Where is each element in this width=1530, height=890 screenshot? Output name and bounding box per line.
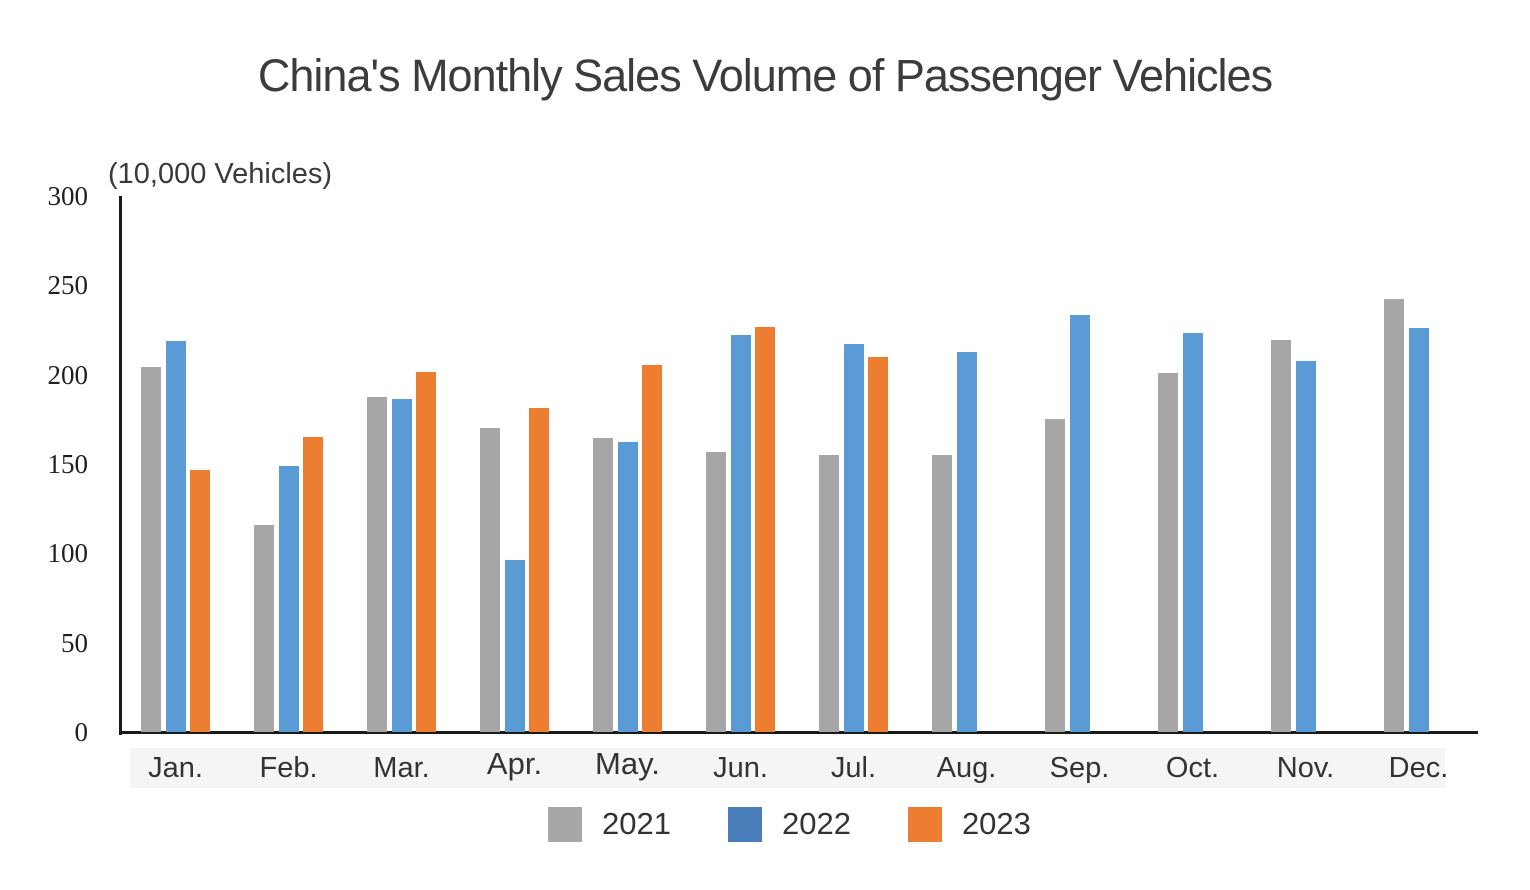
- legend-item-2021: 2021: [548, 806, 671, 842]
- x-axis: [119, 731, 1478, 734]
- bar-2023-feb: [303, 436, 323, 732]
- bar-2021-aug: [932, 454, 952, 732]
- legend-label: 2022: [781, 806, 851, 841]
- bar-2021-dec: [1384, 299, 1404, 732]
- bar-2022-jul: [843, 343, 864, 732]
- bar-2022-jan: [165, 341, 186, 732]
- x-tick-label: Apr.: [486, 746, 543, 781]
- bar-2021-may: [593, 437, 613, 732]
- legend-label: 2021: [602, 806, 671, 841]
- x-tick-label: Jun.: [713, 752, 768, 784]
- bar-2021-jul: [819, 454, 839, 732]
- x-tick-label: Feb.: [259, 752, 318, 784]
- bar-2023-mar: [416, 371, 436, 732]
- legend-item-2023: 2023: [907, 806, 1031, 842]
- bar-2021-nov: [1271, 340, 1291, 732]
- y-tick-label: 250: [47, 270, 89, 301]
- y-axis-unit-label: (10,000 Vehicles): [108, 158, 333, 190]
- bar-2022-apr: [504, 559, 525, 732]
- bar-2023-jul: [868, 356, 888, 732]
- bar-2022-mar: [391, 398, 412, 732]
- bar-2021-feb: [254, 525, 274, 732]
- bar-2021-oct: [1158, 373, 1178, 732]
- bar-2021-sep: [1045, 419, 1065, 732]
- bar-2023-may: [642, 365, 662, 732]
- bar-2022-feb: [278, 466, 299, 732]
- bar-2022-sep: [1069, 315, 1090, 732]
- legend-swatch-2022: [727, 806, 762, 842]
- bar-2022-oct: [1182, 333, 1203, 732]
- bar-2022-may: [617, 442, 638, 732]
- y-tick-label: 150: [47, 449, 89, 479]
- x-tick-label: Jan.: [148, 752, 203, 784]
- bar-2022-nov: [1295, 361, 1316, 732]
- y-tick-label: 0: [74, 717, 89, 747]
- y-tick-label: 200: [47, 359, 89, 390]
- bar-2023-jan: [190, 469, 210, 732]
- y-tick-label: 50: [61, 627, 88, 658]
- bar-2023-jun: [755, 326, 775, 732]
- x-tick-label: Dec.: [1388, 752, 1449, 784]
- legend: 2021 2022 2023: [548, 806, 1031, 842]
- bar-2021-jan: [141, 366, 161, 732]
- legend-swatch-2021: [548, 806, 582, 842]
- bar-2021-jun: [706, 451, 726, 732]
- x-tick-label: Jul.: [830, 752, 877, 784]
- legend-item-2022: 2022: [727, 806, 851, 842]
- bar-2021-mar: [367, 397, 387, 732]
- y-tick-label: 100: [47, 538, 89, 569]
- x-tick-label: Sep.: [1049, 752, 1110, 784]
- x-tick-label: Oct.: [1165, 752, 1220, 784]
- x-label-band: [130, 748, 1445, 788]
- x-tick-label: Mar.: [373, 752, 430, 784]
- bar-2021-apr: [480, 427, 500, 732]
- y-tick-label: 300: [47, 181, 89, 211]
- plot-area: [119, 196, 1478, 732]
- bar-2022-jun: [730, 335, 751, 732]
- x-tick-label: Aug.: [936, 752, 997, 784]
- bar-2022-dec: [1408, 327, 1429, 732]
- x-tick-label: Nov.: [1276, 752, 1335, 784]
- chart-title: China's Monthly Sales Volume of Passenge…: [257, 50, 1273, 101]
- legend-label: 2023: [961, 806, 1031, 841]
- legend-swatch-2023: [907, 806, 942, 842]
- bar-2023-apr: [529, 408, 549, 732]
- bar-2022-aug: [956, 352, 977, 732]
- y-axis: [119, 196, 122, 735]
- x-tick-label: May.: [595, 746, 660, 781]
